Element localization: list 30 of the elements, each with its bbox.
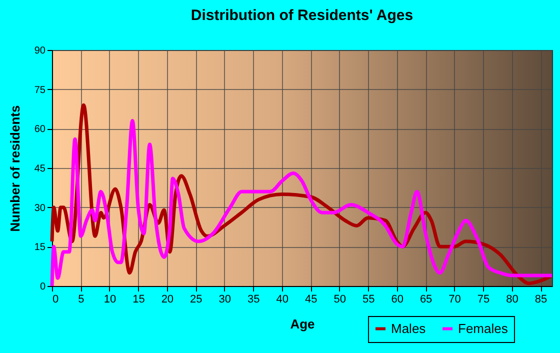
y-tick-label: 30 xyxy=(34,202,46,214)
y-tick-label: 90 xyxy=(34,46,46,56)
x-tick-label: 15 xyxy=(132,294,145,306)
x-tick-label: 85 xyxy=(534,294,548,306)
y-tick-label: 60 xyxy=(34,124,46,136)
x-tick-label: 35 xyxy=(248,294,260,306)
x-tick-label: 45 xyxy=(304,294,318,306)
x-tick-label: 55 xyxy=(362,294,375,306)
x-tick-label: 40 xyxy=(276,294,289,306)
y-tick-label: 75 xyxy=(34,84,46,96)
x-axis-title: Age xyxy=(290,316,315,332)
y-tick-label: 0 xyxy=(40,282,46,292)
y-tick-label: 15 xyxy=(34,242,46,254)
x-tick-label: 60 xyxy=(391,294,404,306)
x-tick-label: 5 xyxy=(78,294,84,306)
x-tick-label: 75 xyxy=(477,294,490,306)
x-tick-label: 70 xyxy=(448,294,461,306)
x-tick-label: 65 xyxy=(420,294,432,306)
x-tick-label: 25 xyxy=(190,294,202,306)
y-axis-title: Number of residents xyxy=(7,105,22,232)
chart-title: Distribution of Residents' Ages xyxy=(190,7,414,24)
legend-label: Males xyxy=(391,320,426,336)
x-tick-label: 10 xyxy=(104,294,116,306)
x-tick-label: 80 xyxy=(506,294,518,306)
legend-label: Females xyxy=(458,320,508,336)
x-tick-label: 30 xyxy=(218,294,232,306)
y-tick-label: 45 xyxy=(34,164,46,174)
x-tick-label: 0 xyxy=(52,294,59,306)
x-tick-label: 50 xyxy=(334,294,346,306)
x-tick-label: 20 xyxy=(161,294,174,306)
